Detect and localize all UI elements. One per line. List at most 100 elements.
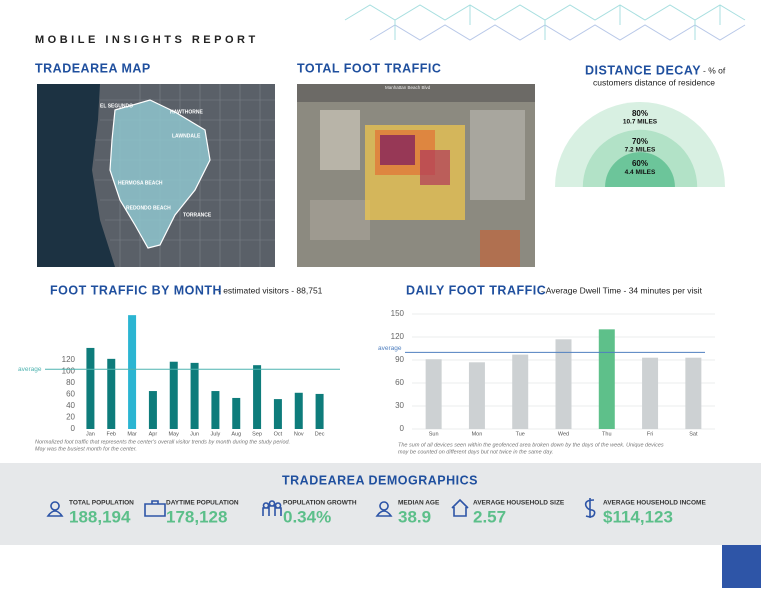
demographic-icon bbox=[375, 501, 393, 517]
bar bbox=[253, 365, 262, 429]
icon-shape bbox=[144, 500, 166, 517]
icon-shape bbox=[451, 498, 469, 517]
x-tick-label: Nov bbox=[294, 431, 304, 437]
demographic-label: TOTAL POPULATION bbox=[69, 500, 134, 507]
corner-block bbox=[722, 545, 761, 588]
bar bbox=[685, 357, 702, 429]
icon-shape bbox=[46, 501, 64, 517]
y-tick-label: 0 bbox=[400, 424, 405, 433]
x-tick-label: Dec bbox=[315, 431, 325, 437]
chart-title: DAILY FOOT TRAFFIC bbox=[406, 283, 546, 297]
decay-title: DISTANCE DECAY bbox=[585, 63, 701, 77]
y-tick-label: 30 bbox=[395, 401, 404, 410]
demographic-value: 178,128 bbox=[166, 507, 227, 526]
bar bbox=[512, 354, 529, 429]
y-tick-label: 120 bbox=[391, 332, 405, 341]
icon-shape bbox=[584, 498, 596, 518]
chart-note: may be counted on different days but not… bbox=[398, 449, 553, 455]
bar bbox=[232, 397, 241, 429]
bar bbox=[211, 391, 220, 429]
map-label: TORRANCE bbox=[183, 212, 212, 218]
x-tick-label: Tue bbox=[516, 431, 525, 437]
bar bbox=[642, 357, 659, 429]
traffic-title: TOTAL FOOT TRAFFIC bbox=[297, 61, 441, 75]
y-tick-label: 120 bbox=[62, 355, 76, 364]
decay-subtitle: - % of bbox=[703, 65, 726, 75]
x-tick-label: Sun bbox=[429, 431, 439, 437]
demographic-value: 2.57 bbox=[473, 507, 506, 526]
y-tick-label: 20 bbox=[66, 413, 75, 422]
bar bbox=[190, 362, 199, 429]
demographic-icon bbox=[451, 498, 469, 517]
decay-ring bbox=[605, 152, 675, 187]
x-tick-label: Jun bbox=[190, 431, 199, 437]
report-title: MOBILE INSIGHTS REPORT bbox=[35, 34, 259, 46]
decay-percent: 70% bbox=[632, 137, 648, 146]
bar bbox=[107, 358, 116, 429]
y-tick-label: 40 bbox=[66, 401, 75, 410]
demographic-value: 0.34% bbox=[283, 507, 331, 526]
y-tick-label: 60 bbox=[66, 390, 75, 399]
bar bbox=[86, 347, 95, 429]
x-tick-label: Apr bbox=[149, 431, 158, 437]
demographic-icon bbox=[144, 500, 166, 517]
icon-shape bbox=[262, 500, 282, 516]
y-tick-label: 80 bbox=[66, 378, 75, 387]
header-pattern bbox=[344, 4, 746, 41]
demographic-label: POPULATION GROWTH bbox=[283, 500, 357, 507]
demographic-value: $114,123 bbox=[603, 507, 673, 526]
chart-subtitle: - estimated visitors - 88,751 bbox=[218, 285, 323, 295]
decay-distance: 4.4 MILES bbox=[625, 169, 656, 176]
map-label: EL SEGUNDO bbox=[100, 103, 133, 109]
map-label: REDONDO BEACH bbox=[126, 205, 171, 211]
x-tick-label: Aug bbox=[231, 431, 241, 437]
bar bbox=[555, 339, 572, 429]
bar bbox=[128, 315, 137, 429]
bar bbox=[169, 361, 178, 429]
demographic-icon bbox=[584, 498, 596, 518]
demographic-icon bbox=[262, 500, 282, 516]
bar bbox=[294, 392, 303, 429]
street-label: Manhattan Beach Blvd bbox=[385, 85, 431, 90]
y-tick-label: 90 bbox=[395, 355, 404, 364]
x-tick-label: Fri bbox=[647, 431, 653, 437]
decay-percent: 80% bbox=[632, 109, 648, 118]
demographic-label: DAYTIME POPULATION bbox=[166, 500, 239, 507]
decay-distance: 10.7 MILES bbox=[623, 119, 658, 126]
map-label: HERMOSA BEACH bbox=[118, 180, 163, 186]
icon-shape bbox=[375, 501, 393, 517]
x-tick-label: Mon bbox=[472, 431, 483, 437]
demographic-label: AVERAGE HOUSEHOLD SIZE bbox=[473, 500, 565, 507]
chart-note: May was the busiest month for the center… bbox=[35, 446, 137, 452]
average-label: average bbox=[378, 345, 402, 352]
x-tick-label: Wed bbox=[558, 431, 569, 437]
x-tick-label: Jan bbox=[86, 431, 95, 437]
tradearea-map bbox=[37, 84, 275, 267]
chart-note: The sum of all devices seen within the g… bbox=[398, 442, 664, 448]
map-title: TRADEAREA MAP bbox=[35, 61, 151, 75]
y-tick-label: 0 bbox=[71, 424, 76, 433]
x-tick-label: Thu bbox=[602, 431, 611, 437]
y-tick-label: 60 bbox=[395, 378, 404, 387]
map-label: HAWTHORNE bbox=[170, 109, 203, 115]
average-label: average bbox=[18, 366, 42, 373]
traffic-map bbox=[297, 84, 535, 267]
decay-percent: 60% bbox=[632, 159, 648, 168]
chart-note: Normalized foot traffic that represents … bbox=[35, 439, 290, 445]
demographic-label: AVERAGE HOUSEHOLD INCOME bbox=[603, 500, 706, 507]
bar bbox=[273, 399, 282, 429]
y-tick-label: 100 bbox=[62, 367, 76, 376]
map-label: LAWNDALE bbox=[172, 133, 201, 139]
bar bbox=[148, 391, 157, 429]
y-tick-label: 150 bbox=[391, 309, 405, 318]
demographic-value: 188,194 bbox=[69, 507, 131, 526]
chart-subtitle: - Average Dwell Time - 34 minutes per vi… bbox=[541, 285, 703, 295]
chart-title: FOOT TRAFFIC BY MONTH bbox=[50, 283, 222, 297]
bar bbox=[598, 329, 615, 429]
x-tick-label: Sat bbox=[689, 431, 698, 437]
x-tick-label: Mar bbox=[127, 431, 137, 437]
x-tick-label: May bbox=[169, 431, 180, 437]
decay-subtitle: customers distance of residence bbox=[593, 77, 715, 87]
